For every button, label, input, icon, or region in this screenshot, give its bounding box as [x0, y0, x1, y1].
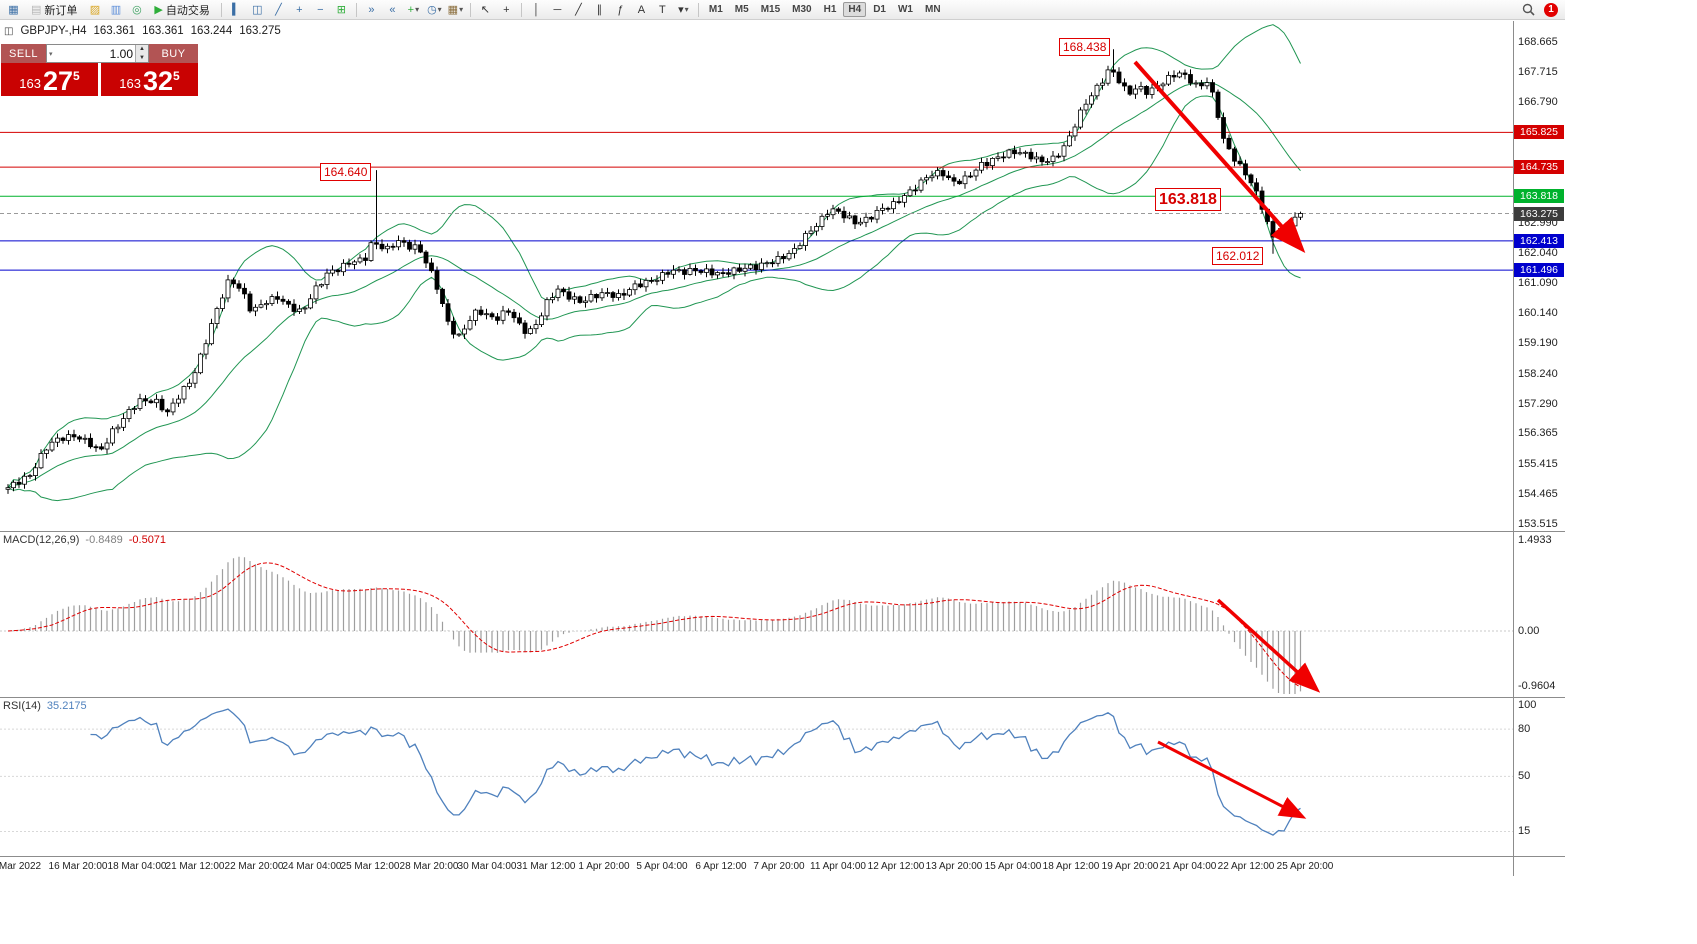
sell-header[interactable]: SELL: [1, 44, 46, 63]
mt4-window: ▦ ▤ 新订单 ▨ ▥ ◎ ▶ 自动交易 ▍ ◫ ╱ + − ⊞» «+ ▾ ◷ ▾ ▦ ▾ ↖ + │ ─ ╱ ∥ ƒ A T ▾ ▾ M1…: [0, 0, 1565, 944]
timeframe-d1-button[interactable]: D1: [873, 4, 886, 15]
sell-price-big: 27: [42, 66, 74, 96]
refresh-icon[interactable]: ◎: [132, 3, 142, 16]
sell-button[interactable]: 163 27 5: [1, 63, 98, 96]
vertical-line-icon[interactable]: │: [532, 3, 540, 16]
bollinger-upper-band: [7, 24, 1301, 488]
main-panel: [0, 24, 1513, 502]
timeframe-m30-button[interactable]: M30: [792, 4, 812, 15]
new-order-icon: ▤: [31, 4, 42, 16]
toolbar-separator: [220, 2, 222, 17]
add-indicator-icon[interactable]: + ▾: [407, 3, 420, 16]
dropdown-arrow-icon[interactable]: ▾: [415, 4, 420, 14]
new-order-button-label: 新订单: [44, 4, 78, 17]
channel-icon[interactable]: ∥: [596, 3, 603, 16]
autotrade-button-label: 自动交易: [165, 4, 210, 17]
quote-low: 163.244: [190, 25, 233, 37]
toolbar-separator: [520, 2, 522, 17]
buy-header[interactable]: BUY: [149, 44, 198, 63]
toolbar-left-group: ▦ ▤ 新订单 ▨ ▥ ◎ ▶ 自动交易 ▍ ◫ ╱ + − ⊞» «+ ▾ ◷ ▾ ▦ ▾ ↖ + │ ─ ╱ ∥ ƒ A T ▾ ▾ M1…: [4, 2, 946, 18]
new-order-button[interactable]: ▤ 新订单: [25, 2, 83, 18]
tile-windows-icon[interactable]: ⊞: [336, 3, 346, 16]
profiles-icon[interactable]: ▥: [110, 3, 122, 16]
trendline-icon[interactable]: ╱: [575, 3, 582, 16]
volume-down-icon[interactable]: ▼: [135, 53, 148, 62]
text-icon[interactable]: A: [637, 3, 646, 16]
volume-input[interactable]: [54, 46, 135, 61]
dropdown-arrow-icon[interactable]: ▾: [459, 4, 464, 14]
macd-histogram: [12, 556, 1302, 694]
volume-dropdown-icon[interactable]: ▾: [49, 50, 53, 58]
fibonacci-icon[interactable]: ƒ: [617, 3, 624, 16]
rsi-line: [90, 708, 1301, 836]
chart-window-icon[interactable]: ▦: [8, 3, 19, 16]
symbol-period-label: GBPJPY-,H4: [20, 25, 87, 37]
crosshair-icon[interactable]: +: [503, 3, 510, 16]
toolbar-separator: [355, 2, 357, 17]
macd-signal-value: -0.5071: [128, 534, 167, 546]
chart-canvas[interactable]: [0, 0, 1565, 944]
macd-name: MACD(12,26,9): [3, 534, 80, 546]
macd-signal-line: [7, 562, 1301, 688]
toolbar-separator: [469, 2, 471, 17]
chart-shift-icon[interactable]: «: [389, 3, 396, 16]
quote-high: 163.361: [142, 25, 184, 37]
toolbar-separator: [697, 2, 699, 17]
rsi-label: RSI(14) 35.2175: [3, 700, 87, 712]
autotrade-icon: ▶: [154, 4, 163, 16]
toolbar: ▦ ▤ 新订单 ▨ ▥ ◎ ▶ 自动交易 ▍ ◫ ╱ + − ⊞» «+ ▾ ◷ ▾ ▦ ▾ ↖ + │ ─ ╱ ∥ ƒ A T ▾ ▾ M1…: [0, 0, 1565, 20]
candlestick-series: [5, 49, 1303, 494]
bollinger-middle-band: [7, 81, 1301, 489]
zoom-out-icon[interactable]: −: [317, 3, 324, 16]
candlestick-chart-icon[interactable]: ◫: [252, 3, 263, 16]
horizontal-line-icon[interactable]: ─: [553, 3, 562, 16]
chart-area: 168.665 167.715 166.790 162.990 162.040 161.0…: [0, 20, 1565, 944]
trend-arrow-rsi[interactable]: [1157, 740, 1307, 819]
quote-close: 163.275: [239, 25, 281, 37]
cursor-icon[interactable]: ↖: [480, 3, 490, 16]
label-icon[interactable]: T: [659, 3, 666, 16]
candlestick-icon: ◫: [4, 25, 14, 37]
rsi-value: 35.2175: [46, 700, 87, 712]
line-chart-icon[interactable]: ╱: [275, 3, 282, 16]
volume-stepper: ▲ ▼: [135, 45, 148, 62]
toolbar-right-group: 1: [1519, 2, 1561, 18]
timeframe-h1-button[interactable]: H1: [823, 4, 837, 15]
volume-up-icon[interactable]: ▲: [135, 45, 148, 54]
auto-scroll-icon[interactable]: »: [368, 3, 375, 16]
buy-price-figure: 163: [119, 76, 141, 91]
search-icon[interactable]: [1519, 2, 1538, 18]
new-chart-icon[interactable]: ▨: [89, 3, 101, 16]
dropdown-arrow-icon[interactable]: ▾: [437, 4, 442, 14]
volume-box: ▾ ▲ ▼: [46, 44, 149, 63]
macd-main-value: -0.8489: [85, 534, 123, 546]
timeframe-h4-button[interactable]: H4: [843, 2, 867, 17]
notification-badge[interactable]: 1: [1544, 2, 1558, 17]
templates-icon[interactable]: ▦ ▾: [447, 3, 464, 16]
sell-price-figure: 163: [19, 76, 41, 91]
zoom-in-icon[interactable]: +: [296, 3, 303, 16]
trend-arrow-main[interactable]: [1133, 60, 1306, 253]
dropdown-arrow-icon[interactable]: ▾: [684, 4, 689, 14]
trend-arrow-macd[interactable]: [1216, 598, 1321, 693]
sell-price-pip: 5: [73, 69, 80, 83]
autotrade-button[interactable]: ▶ 自动交易: [148, 2, 215, 18]
bar-chart-icon[interactable]: ▍: [232, 3, 241, 16]
timeframe-m15-button[interactable]: M15: [760, 4, 781, 15]
timeframe-mn-button[interactable]: MN: [924, 4, 941, 15]
buy-price-pip: 5: [173, 69, 180, 83]
timeframe-m5-button[interactable]: M5: [734, 4, 749, 15]
buy-price-big: 32: [142, 66, 174, 96]
timeframe-w1-button[interactable]: W1: [897, 4, 913, 15]
rsi-name: RSI(14): [3, 700, 41, 712]
shapes-icon[interactable]: ▾ ▾: [678, 3, 689, 16]
periods-icon[interactable]: ◷ ▾: [427, 3, 442, 16]
bollinger-lower-band: [7, 95, 1301, 502]
quote-bar: ◫ GBPJPY-,H4 163.361 163.361 163.244 163…: [4, 25, 281, 37]
quote-open: 163.361: [93, 25, 136, 37]
buy-button[interactable]: 163 32 5: [101, 63, 198, 96]
macd-label: MACD(12,26,9) -0.8489 -0.5071: [3, 534, 166, 546]
timeframe-m1-button[interactable]: M1: [708, 4, 723, 15]
